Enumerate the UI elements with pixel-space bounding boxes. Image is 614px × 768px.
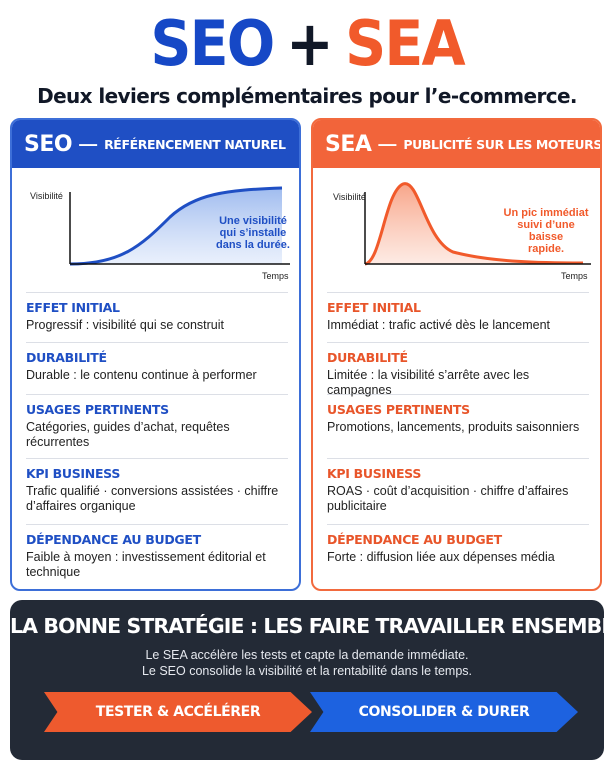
seo-growth-area xyxy=(70,188,282,264)
strategy-text: Le SEA accélère les tests et capte la de… xyxy=(10,647,604,679)
sea-chart-note: Un pic immédiat suivi d’une baisse rapid… xyxy=(499,207,593,255)
seo-sec-title: USAGES PERTINENTS xyxy=(26,402,169,417)
seo-sec-body: Catégories, guides d’achat, requêtes réc… xyxy=(26,420,230,449)
seo-growth-line xyxy=(69,186,283,266)
seo-note-line-2: qui s’installe xyxy=(219,227,287,239)
arrow-tester-accelerer: TESTER & ACCÉLÉRER xyxy=(44,692,312,732)
sea-head-dash: — xyxy=(378,133,397,154)
sea-head-big: SEA xyxy=(325,131,372,157)
seo-sec-body: Faible à moyen : investissement éditoria… xyxy=(26,550,266,579)
seo-sec-title: EFFET INITIAL xyxy=(26,300,120,315)
seo-x-label: Temps xyxy=(262,271,289,281)
seo-section-usages: USAGES PERTINENTS Catégories, guides d’a… xyxy=(26,394,288,458)
sea-sec-body: ROAS · coût d’acquisition · chiffre d’af… xyxy=(327,484,569,513)
sea-sec-title: EFFET INITIAL xyxy=(327,300,421,315)
seo-head-small: RÉFÉRENCEMENT NATUREL xyxy=(104,136,286,152)
sea-sec-title: USAGES PERTINENTS xyxy=(327,402,470,417)
seo-panel-header: SEO — RÉFÉRENCEMENT NATUREL xyxy=(12,120,299,168)
seo-panel: SEO — RÉFÉRENCEMENT NATUREL Visibilité T… xyxy=(10,118,301,591)
sea-sections: EFFET INITIAL Immédiat : trafic activé d… xyxy=(327,292,589,588)
sea-sec-title: KPI BUSINESS xyxy=(327,466,422,481)
sea-chart: Visibilité Temps Un pic immédiat suivi d… xyxy=(321,172,593,287)
strategy-line-1: Le SEA accélère les tests et capte la de… xyxy=(145,648,469,662)
sea-y-label: Visibilité xyxy=(333,192,366,202)
seo-head-big: SEO xyxy=(24,131,73,157)
sea-sec-body: Forte : diffusion liée aux dépenses médi… xyxy=(327,550,555,564)
seo-sec-title: DÉPENDANCE AU BUDGET xyxy=(26,532,201,547)
sea-note-line-3: rapide. xyxy=(527,243,565,255)
subtitle: Deux leviers complémentaires pour l’e-co… xyxy=(37,84,577,108)
sea-head-small: PUBLICITÉ SUR LES MOTEURS xyxy=(403,136,602,152)
seo-section-durabilite: DURABILITÉ Durable : le contenu continue… xyxy=(26,342,288,394)
seo-chart-note: Une visibilité qui s’installe dans la du… xyxy=(216,215,290,251)
sea-sec-body: Limitée : la visibilité s’arrête avec le… xyxy=(327,368,530,397)
main-title: SEO + SEA xyxy=(0,6,614,82)
seo-sec-body: Progressif : visibilité qui se construit xyxy=(26,318,224,332)
seo-chart-svg xyxy=(69,186,290,266)
sea-sec-body: Immédiat : trafic activé dès le lancemen… xyxy=(327,318,551,332)
arrow-consolider-durer: CONSOLIDER & DURER xyxy=(310,692,578,732)
sea-note-line-2: suivi d’une baisse xyxy=(517,219,575,243)
seo-head-dash: — xyxy=(79,133,98,154)
strategy-line-2: Le SEO consolide la visibilité et la ren… xyxy=(141,664,473,678)
seo-section-kpi: KPI BUSINESS Trafic qualifié · conversio… xyxy=(26,458,288,524)
seo-sec-title: DURABILITÉ xyxy=(26,350,107,365)
seo-chart: Visibilité Temps Une visibilité qui s’in… xyxy=(20,172,292,287)
sea-sec-title: DÉPENDANCE AU BUDGET xyxy=(327,532,502,547)
title-sea: SEA xyxy=(345,7,466,80)
sea-sec-title: DURABILITÉ xyxy=(327,350,408,365)
seo-sec-title: KPI BUSINESS xyxy=(26,466,121,481)
sea-x-label: Temps xyxy=(561,271,588,281)
seo-sections: EFFET INITIAL Progressif : visibilité qu… xyxy=(26,292,288,588)
sea-section-effet: EFFET INITIAL Immédiat : trafic activé d… xyxy=(327,292,589,342)
sea-chart-svg xyxy=(364,182,591,266)
seo-sec-body: Durable : le contenu continue à performe… xyxy=(26,368,257,382)
seo-note-line-1: Une visibilité xyxy=(219,215,287,227)
sea-section-kpi: KPI BUSINESS ROAS · coût d’acquisition ·… xyxy=(327,458,589,524)
title-seo: SEO xyxy=(150,7,275,80)
sea-section-usages: USAGES PERTINENTS Promotions, lancements… xyxy=(327,394,589,458)
sea-panel-header: SEA — PUBLICITÉ SUR LES MOTEURS xyxy=(313,120,600,168)
seo-section-effet: EFFET INITIAL Progressif : visibilité qu… xyxy=(26,292,288,342)
sea-peak-line xyxy=(364,182,584,266)
sea-section-budget: DÉPENDANCE AU BUDGET Forte : diffusion l… xyxy=(327,524,589,588)
sea-panel: SEA — PUBLICITÉ SUR LES MOTEURS Visibili… xyxy=(311,118,602,591)
sea-note-line-1: Un pic immédiat xyxy=(503,207,589,219)
seo-note-line-3: dans la durée. xyxy=(216,239,290,251)
seo-section-budget: DÉPENDANCE AU BUDGET Faible à moyen : in… xyxy=(26,524,288,588)
seo-y-label: Visibilité xyxy=(30,191,63,201)
strategy-banner: LA BONNE STRATÉGIE : LES FAIRE TRAVAILLE… xyxy=(10,600,614,760)
sea-section-durabilite: DURABILITÉ Limitée : la visibilité s’arr… xyxy=(327,342,589,397)
seo-sec-body: Trafic qualifié · conversions assistées … xyxy=(26,484,279,513)
strategy-title: LA BONNE STRATÉGIE : LES FAIRE TRAVAILLE… xyxy=(10,614,614,638)
sea-sec-body: Promotions, lancements, produits saisonn… xyxy=(327,420,580,434)
title-plus: + xyxy=(286,7,334,80)
